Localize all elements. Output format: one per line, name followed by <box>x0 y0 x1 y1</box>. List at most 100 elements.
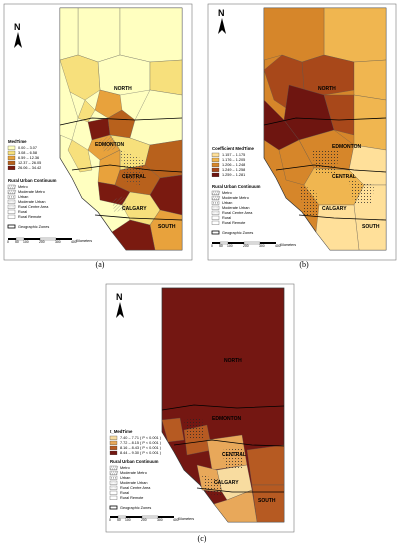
caption-b: (b) <box>299 260 309 269</box>
ru-item-label: Moderate Urban <box>222 206 249 210</box>
scale-tick: 50 <box>15 240 19 244</box>
rural-urban-title: Rural Urban Continuum <box>110 459 159 464</box>
ru-swatch <box>7 199 16 204</box>
legend-c: t_MedTime 7.40 – 7.71 ( P < 0.001 )7.72 … <box>109 429 162 510</box>
legend-swatch <box>211 162 220 167</box>
ru-item-label: Rural Centre Area <box>120 486 151 490</box>
scale-tick: 50 <box>219 244 223 248</box>
legend-class-label: 1.249 – 1.258 <box>222 168 245 172</box>
urban-pattern <box>184 418 204 440</box>
zone-label-south: SOUTH <box>362 224 380 230</box>
legend-swatch <box>7 165 16 170</box>
scale-tick: 300 <box>157 518 163 522</box>
legend-title: Coefficient MedTime <box>212 146 255 151</box>
legend-class-label: 26.06 – 34.42 <box>18 166 41 170</box>
ru-item-label: Urban <box>222 201 232 205</box>
scale-tick: 100 <box>23 240 29 244</box>
ru-item-label: Metro <box>222 191 232 195</box>
scale-bar-c: 0 50 100 200 300 400 Kilometers <box>109 515 194 522</box>
zone-label-south: SOUTH <box>258 498 276 504</box>
ru-item-label: Moderate Metro <box>120 471 147 475</box>
ru-swatch <box>109 495 118 500</box>
ru-item-label: Urban <box>120 476 130 480</box>
legend-swatch <box>7 160 16 165</box>
urban-pattern <box>349 180 374 205</box>
svg-text:N: N <box>116 292 123 302</box>
scale-tick: 300 <box>55 240 61 244</box>
zone-label-north: NORTH <box>114 86 132 92</box>
legend-swatch <box>7 155 16 160</box>
zone-boundary <box>71 164 183 173</box>
zone-boundary <box>161 404 285 411</box>
map-panel-c: NORTH EDMONTON CENTRAL CALGARY SOUTH N t… <box>102 280 302 550</box>
rural-urban-title: Rural Urban Continuum <box>212 184 261 189</box>
zone-label-calgary: CALGARY <box>122 206 147 212</box>
legend-title: MedTime <box>8 139 27 144</box>
scale-tick: 400 <box>71 240 77 244</box>
ru-item-label: Moderate Metro <box>222 196 249 200</box>
scale-tick: 200 <box>141 518 147 522</box>
ru-item-label: Rural Remote <box>222 221 245 225</box>
legend-class-label: 3.08 – 6.58 <box>18 151 37 155</box>
legend-class-label: 1.259 – 1.281 <box>222 173 245 177</box>
zone-label-south: SOUTH <box>158 224 176 230</box>
ru-swatch <box>109 490 118 495</box>
legend-swatch <box>211 152 220 157</box>
legend-class-label: 1.176 – 1.205 <box>222 158 245 162</box>
svg-text:N: N <box>14 22 21 32</box>
zone-label-calgary: CALGARY <box>322 206 347 212</box>
rural-urban-title: Rural Urban Continuum <box>8 178 57 183</box>
ru-item-label: Rural <box>222 216 231 220</box>
legend-class-label: 7.72 – 8.15 ( P < 0.001 ) <box>120 441 162 445</box>
zone-label-central: CENTRAL <box>122 174 146 180</box>
legend-a: MedTime 0.00 – 3.073.08 – 6.586.59 – 12.… <box>7 139 57 229</box>
ru-item-label: Moderate Urban <box>120 481 147 485</box>
zone-boundary <box>298 214 387 221</box>
scale-unit: Kilometers <box>76 239 92 243</box>
zone-label-central: CENTRAL <box>222 452 246 458</box>
legend-swatch <box>211 167 220 172</box>
ru-item-label: Metro <box>120 466 130 470</box>
zone-label-north: NORTH <box>224 358 242 364</box>
scale-bar-b: 0 50 100 200 300 400 Kilometers <box>211 241 296 248</box>
ru-swatch <box>109 480 118 485</box>
urban-pattern <box>222 448 244 470</box>
scale-tick: 100 <box>227 244 233 248</box>
legend-class-label: 1.157 – 1.175 <box>222 153 245 157</box>
legend-swatch <box>109 440 118 445</box>
map-panel-b: NORTH EDMONTON CENTRAL CALGARY SOUTH N C… <box>204 0 404 272</box>
ru-item-label: Rural Centre Area <box>222 211 253 215</box>
zone-boundary <box>59 117 183 126</box>
legend-swatch <box>109 445 118 450</box>
zone-label-central: CENTRAL <box>332 174 356 180</box>
scale-tick: 50 <box>117 518 121 522</box>
scale-tick: 300 <box>259 244 265 248</box>
ru-item-label: Metro <box>18 185 28 189</box>
scale-tick: 200 <box>39 240 45 244</box>
ru-item-label: Rural <box>120 491 129 495</box>
zone-boundary <box>196 487 284 493</box>
ru-swatch <box>109 485 118 490</box>
scale-bar-a: 0 50 100 200 300 400 Kilometers <box>7 237 92 244</box>
legend-class-label: 6.59 – 12.36 <box>18 156 39 160</box>
legend-swatch <box>7 145 16 150</box>
ru-swatch <box>211 205 220 210</box>
scale-unit: Kilometers <box>280 243 296 247</box>
legend-class-label: 0.00 – 3.07 <box>18 146 37 150</box>
scale-tick: 100 <box>125 518 131 522</box>
ru-swatch <box>7 204 16 209</box>
choropleth-regions-a <box>59 7 183 251</box>
scale-tick: 0 <box>109 518 111 522</box>
zone-boundary <box>173 439 285 447</box>
scale-tick: 400 <box>173 518 179 522</box>
choropleth-regions-c <box>161 417 285 523</box>
zone-label-edmonton: EDMONTON <box>212 416 241 422</box>
north-arrow-icon: N <box>116 292 124 318</box>
north-arrow-icon: N <box>218 8 226 34</box>
ru-item-label: Moderate Urban <box>18 200 45 204</box>
legend-class-label: 8.44 – 9.30 ( P < 0.001 ) <box>120 451 162 455</box>
zone-boundary <box>275 164 387 173</box>
scale-tick: 200 <box>243 244 249 248</box>
scale-unit: Kilometers <box>178 517 194 521</box>
